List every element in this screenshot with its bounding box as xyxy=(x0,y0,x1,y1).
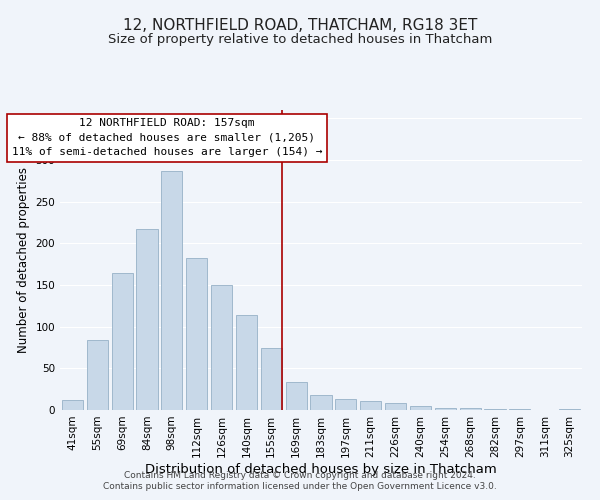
Bar xyxy=(261,348,282,410)
X-axis label: Distribution of detached houses by size in Thatcham: Distribution of detached houses by size … xyxy=(145,462,497,475)
Bar xyxy=(385,404,406,410)
Bar xyxy=(161,171,182,410)
Bar xyxy=(360,401,381,410)
Bar xyxy=(310,395,332,410)
Text: Size of property relative to detached houses in Thatcham: Size of property relative to detached ho… xyxy=(108,32,492,46)
Bar xyxy=(112,274,133,410)
Bar xyxy=(236,315,257,410)
Bar xyxy=(211,285,232,410)
Text: 12, NORTHFIELD ROAD, THATCHAM, RG18 3ET: 12, NORTHFIELD ROAD, THATCHAM, RG18 3ET xyxy=(123,18,477,32)
Text: Contains HM Land Registry data © Crown copyright and database right 2024.: Contains HM Land Registry data © Crown c… xyxy=(124,471,476,480)
Bar xyxy=(410,406,431,410)
Bar xyxy=(460,408,481,410)
Bar xyxy=(509,409,530,410)
Bar xyxy=(435,408,456,410)
Y-axis label: Number of detached properties: Number of detached properties xyxy=(17,167,30,353)
Bar xyxy=(87,340,108,410)
Bar xyxy=(62,400,83,410)
Bar xyxy=(559,409,580,410)
Text: 12 NORTHFIELD ROAD: 157sqm
← 88% of detached houses are smaller (1,205)
11% of s: 12 NORTHFIELD ROAD: 157sqm ← 88% of deta… xyxy=(11,118,322,157)
Text: Contains public sector information licensed under the Open Government Licence v3: Contains public sector information licen… xyxy=(103,482,497,491)
Bar xyxy=(286,382,307,410)
Bar xyxy=(136,229,158,410)
Bar xyxy=(186,258,207,410)
Bar xyxy=(335,399,356,410)
Bar xyxy=(484,409,506,410)
